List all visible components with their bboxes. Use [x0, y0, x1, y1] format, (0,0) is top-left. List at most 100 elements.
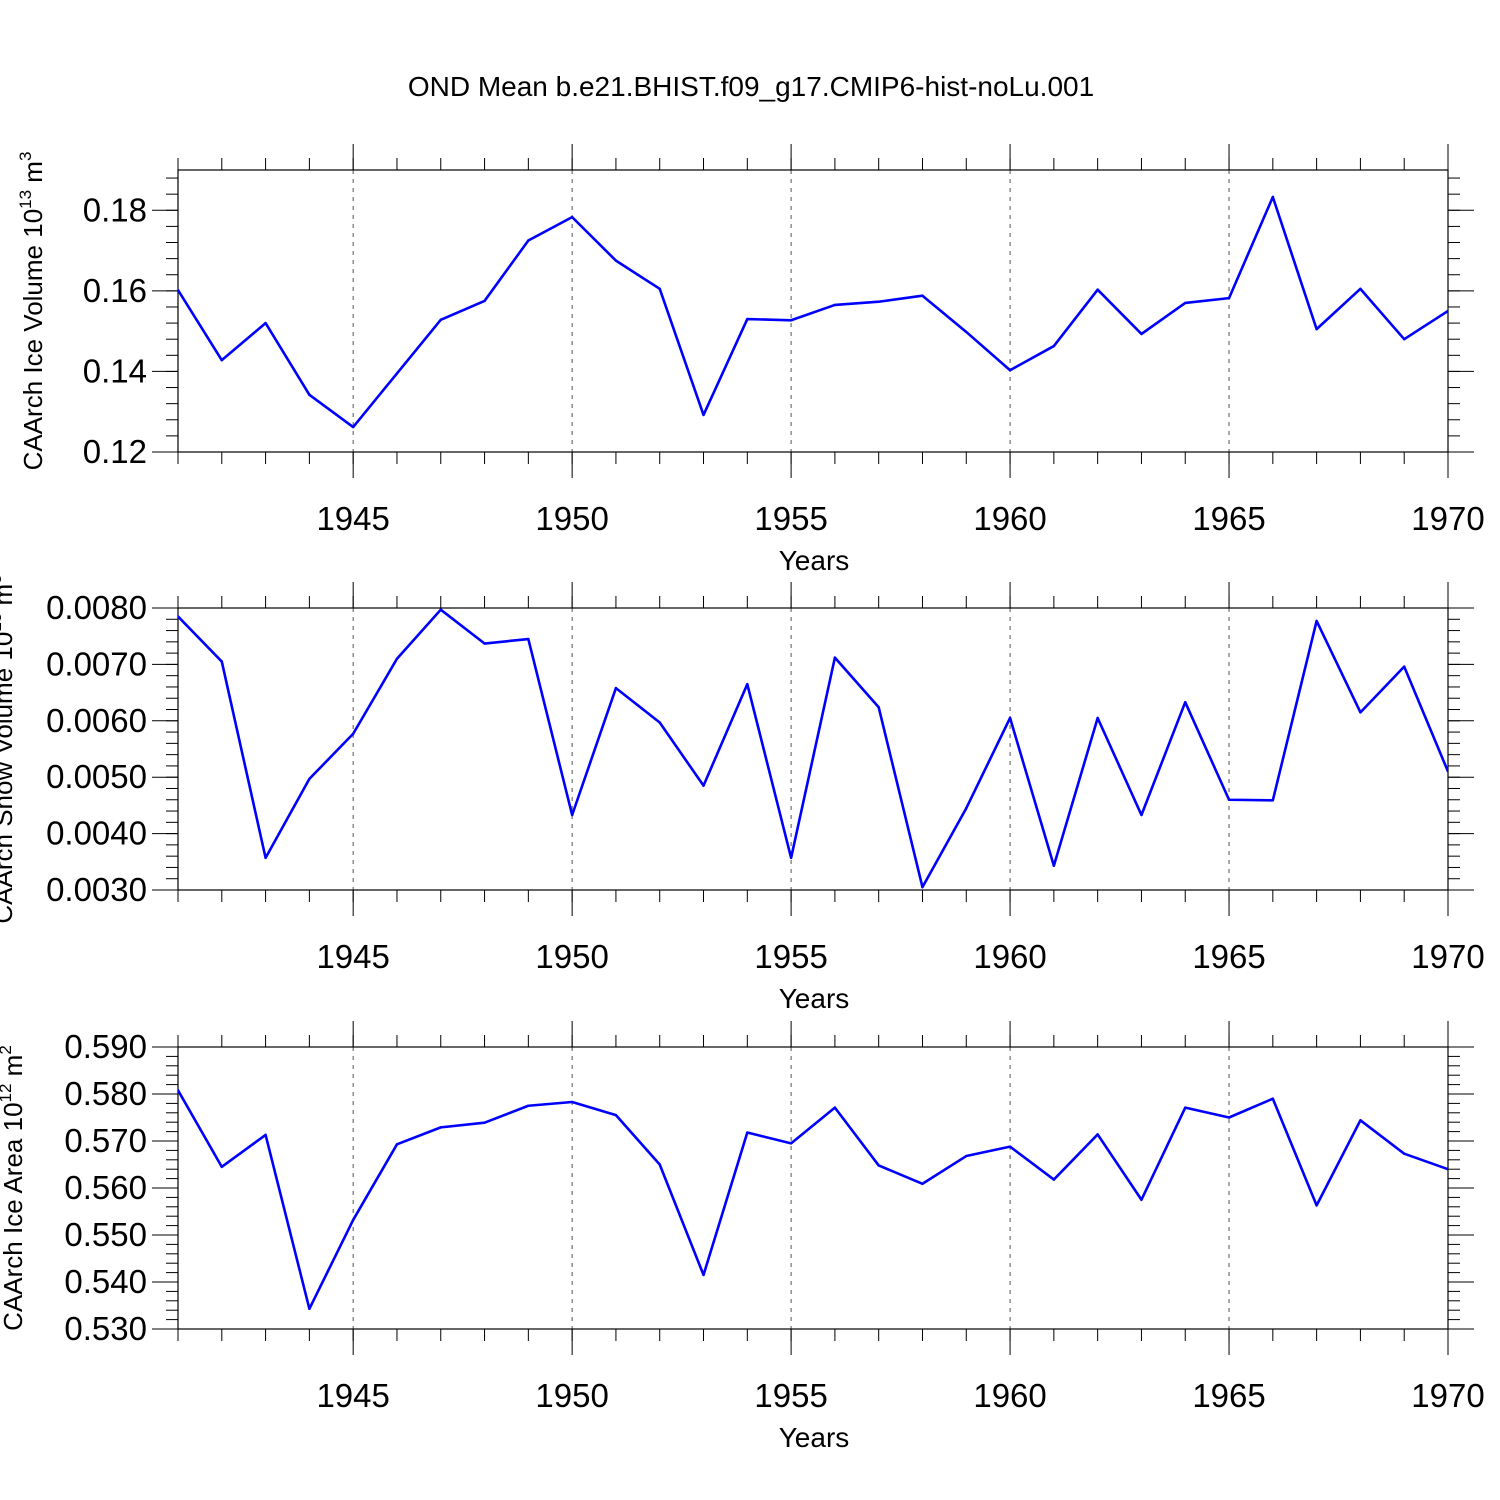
x-tick-label-1945: 1945	[316, 500, 389, 537]
series-line-snow_volume	[178, 608, 1448, 889]
data-point-ice_volume-1966	[1271, 195, 1275, 199]
data-point-ice_area-1954	[746, 1131, 749, 1134]
y-tick-label-0.580: 0.580	[64, 1075, 147, 1112]
data-point-ice_volume-1957	[877, 300, 880, 303]
y-tick-label-0.590: 0.590	[64, 1028, 147, 1065]
x-tick-label-1960: 1960	[973, 500, 1046, 537]
data-point-ice_volume-1969	[1403, 338, 1406, 341]
data-point-ice_area-1959	[965, 1154, 968, 1158]
data-point-ice_volume-1952	[658, 287, 661, 291]
data-point-ice_area-1963	[1140, 1198, 1143, 1201]
x-tick-label-1950: 1950	[535, 500, 608, 537]
data-point-ice_volume-1965	[1227, 296, 1231, 300]
data-point-ice_volume-1961	[1052, 344, 1056, 348]
plot-frame	[177, 607, 1449, 891]
data-point-ice_area-1965	[1227, 1116, 1231, 1119]
data-point-ice_volume-1953	[702, 413, 705, 417]
data-point-snow_volume-1947	[439, 608, 442, 611]
data-point-ice_area-1960	[1008, 1145, 1012, 1148]
data-point-snow_volume-1968	[1359, 711, 1362, 714]
x-tick-label-1960: 1960	[973, 1377, 1046, 1414]
data-point-ice_area-1948	[483, 1121, 486, 1124]
y-axis-label-exponent: 13	[0, 613, 5, 632]
y-axis-label-unit-exponent: 3	[0, 574, 5, 583]
data-point-ice_area-1942	[220, 1165, 223, 1169]
data-point-ice_volume-1946	[395, 372, 399, 375]
data-point-ice_area-1950	[570, 1100, 574, 1104]
y-axis-label: CAArch Ice Volume 1013 m3	[16, 152, 48, 471]
data-point-snow_volume-1953	[702, 784, 705, 787]
y-tick-label-0.16: 0.16	[83, 272, 147, 309]
data-point-ice_area-1944	[308, 1307, 311, 1310]
data-point-ice_volume-1944	[308, 393, 311, 396]
data-point-ice_volume-1970	[1446, 309, 1448, 313]
data-point-snow_volume-1955	[789, 856, 793, 860]
y-axis-label: CAArch Ice Area 1012 m2	[0, 1045, 28, 1331]
data-point-snow_volume-1964	[1184, 700, 1187, 704]
y-axis-label-unit: m	[0, 1055, 28, 1084]
data-point-snow_volume-1942	[220, 660, 223, 663]
data-point-ice_volume-1962	[1096, 288, 1099, 291]
data-point-snow_volume-1963	[1140, 813, 1143, 817]
y-tick-label-0.0050: 0.0050	[46, 758, 147, 795]
data-point-snow_volume-1951	[614, 686, 618, 690]
y-tick-label-0.0030: 0.0030	[46, 871, 147, 908]
data-point-ice_area-1961	[1052, 1178, 1056, 1181]
data-point-ice_volume-1941	[178, 288, 180, 292]
y-tick-label-0.0040: 0.0040	[46, 815, 147, 852]
plot-frame	[177, 1046, 1449, 1330]
y-tick-label-0.12: 0.12	[83, 433, 147, 470]
x-tick-label-1945: 1945	[316, 938, 389, 975]
x-tick-label-1955: 1955	[754, 1377, 827, 1414]
data-point-ice_area-1956	[833, 1106, 837, 1109]
data-point-ice_volume-1947	[439, 318, 442, 322]
y-tick-label-0.550: 0.550	[64, 1216, 147, 1253]
data-point-ice_volume-1956	[833, 303, 837, 307]
data-point-ice_area-1949	[527, 1104, 530, 1107]
data-point-ice_volume-1958	[921, 294, 924, 297]
data-point-ice_area-1969	[1403, 1152, 1406, 1155]
data-point-snow_volume-1943	[264, 856, 267, 860]
data-point-ice_volume-1949	[527, 239, 530, 242]
data-point-ice_area-1957	[877, 1164, 880, 1167]
data-point-ice_area-1958	[921, 1182, 924, 1185]
data-point-ice_area-1967	[1315, 1204, 1318, 1207]
y-axis-label: CAArch Snow Volume 1013 m3	[0, 574, 18, 923]
x-tick-label-1965: 1965	[1192, 500, 1265, 537]
y-tick-label-0.570: 0.570	[64, 1122, 147, 1159]
y-axis-label-exponent: 12	[0, 1084, 15, 1103]
y-axis-label-base: CAArch Ice Volume 10	[18, 209, 48, 471]
data-point-ice_volume-1963	[1140, 332, 1143, 336]
chart-panel-2: 1945 1950 1955 1960 1965 1970 0.0030 0.0040 0.00…	[0, 574, 1485, 1014]
x-tick-label-1950: 1950	[535, 938, 608, 975]
data-point-ice_volume-1945	[351, 425, 355, 429]
data-point-ice_volume-1968	[1359, 287, 1362, 291]
y-axis-label-base: CAArch Snow Volume 10	[0, 632, 18, 924]
x-tick-label-1970: 1970	[1411, 1377, 1484, 1414]
x-axis-label: Years	[779, 1422, 850, 1453]
x-tick-label-1965: 1965	[1192, 938, 1265, 975]
data-point-snow_volume-1945	[351, 732, 355, 735]
data-point-snow_volume-1952	[658, 721, 661, 724]
data-point-snow_volume-1967	[1315, 619, 1318, 623]
data-point-ice_area-1946	[395, 1143, 399, 1146]
data-point-ice_volume-1948	[483, 299, 486, 303]
y-axis-label-unit-exponent: 2	[0, 1045, 15, 1054]
y-axis-label-exponent: 13	[16, 190, 35, 209]
data-point-snow_volume-1959	[965, 807, 968, 810]
data-point-ice_volume-1951	[614, 259, 618, 262]
y-tick-label-0.0070: 0.0070	[46, 645, 147, 682]
data-point-snow_volume-1950	[570, 813, 574, 817]
data-point-ice_area-1951	[614, 1113, 618, 1117]
data-point-ice_area-1953	[702, 1273, 705, 1277]
data-point-ice_volume-1967	[1315, 327, 1318, 331]
data-point-snow_volume-1958	[921, 885, 924, 889]
data-point-snow_volume-1956	[833, 656, 837, 659]
series-line-ice_volume	[178, 195, 1448, 429]
data-point-ice_area-1964	[1184, 1106, 1187, 1109]
data-point-snow_volume-1949	[527, 637, 530, 641]
data-point-snow_volume-1941	[178, 615, 180, 618]
data-point-ice_volume-1950	[570, 215, 574, 219]
data-point-ice_volume-1943	[264, 321, 267, 325]
data-point-ice_volume-1959	[965, 330, 968, 334]
